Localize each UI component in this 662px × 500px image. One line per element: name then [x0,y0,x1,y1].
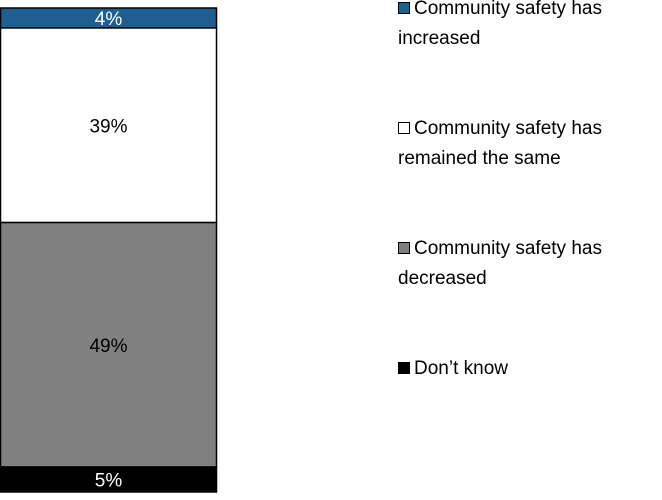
bar-segment-same [0,27,218,224]
bar-segment-decreased [0,221,218,468]
stacked-bar: 4% 39% 49% 5% [0,7,218,493]
legend-label-same: Community safety has remained the same [398,118,602,169]
data-label-same: 39% [89,116,127,137]
data-label-dont-know: 5% [95,471,123,492]
legend-label-decreased: Community safety has decreased [398,238,602,289]
legend-swatch-decreased [398,242,410,254]
legend-label-dont-know: Don’t know [414,358,508,379]
legend-swatch-increased [398,2,410,14]
legend-item-dont-know: Don’t know [398,354,662,384]
data-label-decreased: 49% [89,336,127,357]
legend-label-increased: Community safety has increased [398,0,602,49]
legend-swatch-same [398,122,410,134]
legend-item-decreased: Community safety has decreased [398,234,662,294]
bar-segment-dont-know [0,466,218,493]
legend-item-same: Community safety has remained the same [398,114,662,174]
legend-item-increased: Community safety has increased [398,0,662,54]
legend-swatch-dont-know [398,362,410,374]
data-label-increased: 4% [95,9,123,30]
